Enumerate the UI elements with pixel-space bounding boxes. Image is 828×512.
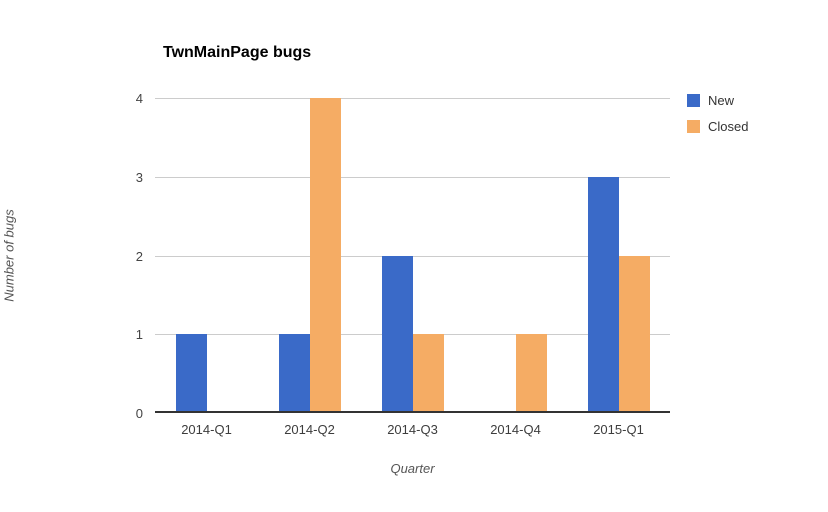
legend-swatch-closed	[687, 120, 700, 133]
x-axis-title: Quarter	[390, 461, 435, 476]
x-axis-baseline	[155, 411, 670, 413]
bar-closed-2015-Q1[interactable]	[618, 255, 650, 413]
x-tick-label-2014-Q3: 2014-Q3	[387, 422, 438, 437]
y-axis-title: Number of bugs	[1, 209, 17, 302]
y-tick-label-3: 3	[135, 169, 143, 185]
legend: New Closed	[687, 93, 748, 145]
y-tick-label-4: 4	[135, 91, 143, 106]
bar-new-2014-Q2[interactable]	[278, 334, 310, 413]
legend-label-new: New	[708, 93, 735, 108]
plot-area	[155, 98, 670, 413]
x-tick-label-2015-Q1: 2015-Q1	[593, 422, 644, 437]
chart-title: TwnMainPage bugs	[163, 44, 312, 61]
x-tick-label-2014-Q1: 2014-Q1	[181, 422, 232, 437]
bar-closed-2014-Q2[interactable]	[309, 98, 341, 413]
gridline-2	[155, 255, 670, 257]
y-tick-label-1: 1	[135, 327, 143, 343]
y-tick-label-0: 0	[135, 406, 143, 421]
legend-label-closed: Closed	[708, 119, 749, 134]
legend-item-closed: Closed	[687, 119, 748, 134]
bar-closed-2014-Q3[interactable]	[412, 334, 444, 413]
bar-closed-2014-Q4[interactable]	[515, 334, 547, 413]
gridline-3	[155, 176, 670, 178]
x-tick-label-2014-Q4: 2014-Q4	[490, 422, 541, 437]
legend-swatch-new	[687, 94, 700, 107]
y-tick-label-2: 2	[135, 248, 143, 264]
gridline-4	[155, 98, 670, 99]
legend-item-new: New	[687, 93, 748, 108]
bar-new-2015-Q1[interactable]	[587, 176, 619, 413]
x-tick-label-2014-Q2: 2014-Q2	[284, 422, 335, 437]
bar-new-2014-Q3[interactable]	[381, 255, 413, 413]
bar-new-2014-Q1[interactable]	[175, 334, 207, 413]
